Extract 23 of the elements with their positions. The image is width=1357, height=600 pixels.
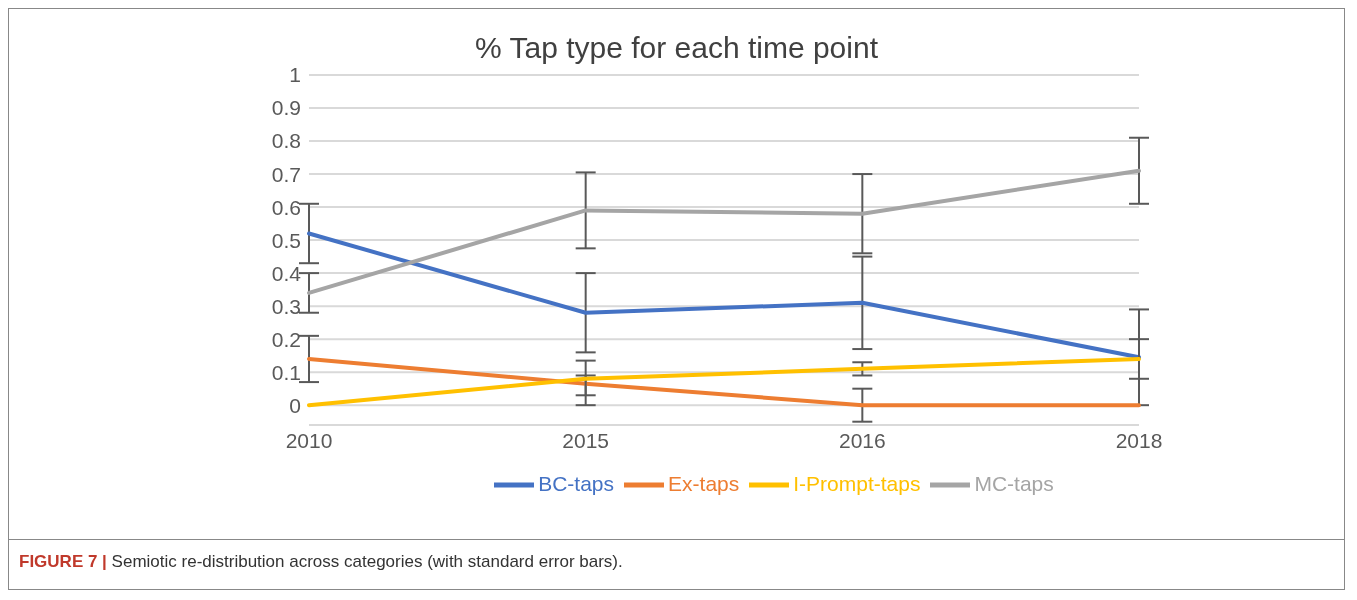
chart-title: % Tap type for each time point (474, 31, 879, 65)
y-tick-label: 0.6 (271, 195, 301, 219)
y-tick-label: 0.9 (271, 96, 301, 120)
y-tick-label: 0.5 (271, 228, 301, 252)
legend-label: I-Prompt-taps (793, 471, 921, 495)
line-series (307, 168, 1141, 295)
y-tick-label: 1 (289, 63, 301, 87)
y-tick-label: 0.2 (271, 327, 301, 351)
legend-label: BC-taps (538, 471, 615, 495)
y-tick-label: 0.3 (271, 294, 301, 318)
y-tick-label: 0.1 (271, 360, 301, 384)
x-tick-label: 2016 (838, 428, 886, 452)
y-tick-label: 0.4 (271, 261, 302, 285)
y-tick-label: 0 (289, 393, 301, 417)
y-tick-label: 0.7 (271, 162, 301, 186)
line-series (307, 231, 1141, 360)
legend-label: Ex-taps (668, 471, 740, 495)
x-tick-label: 2015 (562, 428, 610, 452)
x-tick-label: 2010 (285, 428, 333, 452)
y-tick-label: 0.8 (271, 129, 301, 153)
x-tick-label: 2018 (1115, 428, 1163, 452)
legend-label: MC-taps (974, 471, 1054, 495)
caption: FIGURE 7 | Semiotic re-distribution across categories (with standard error bars). (19, 552, 623, 571)
